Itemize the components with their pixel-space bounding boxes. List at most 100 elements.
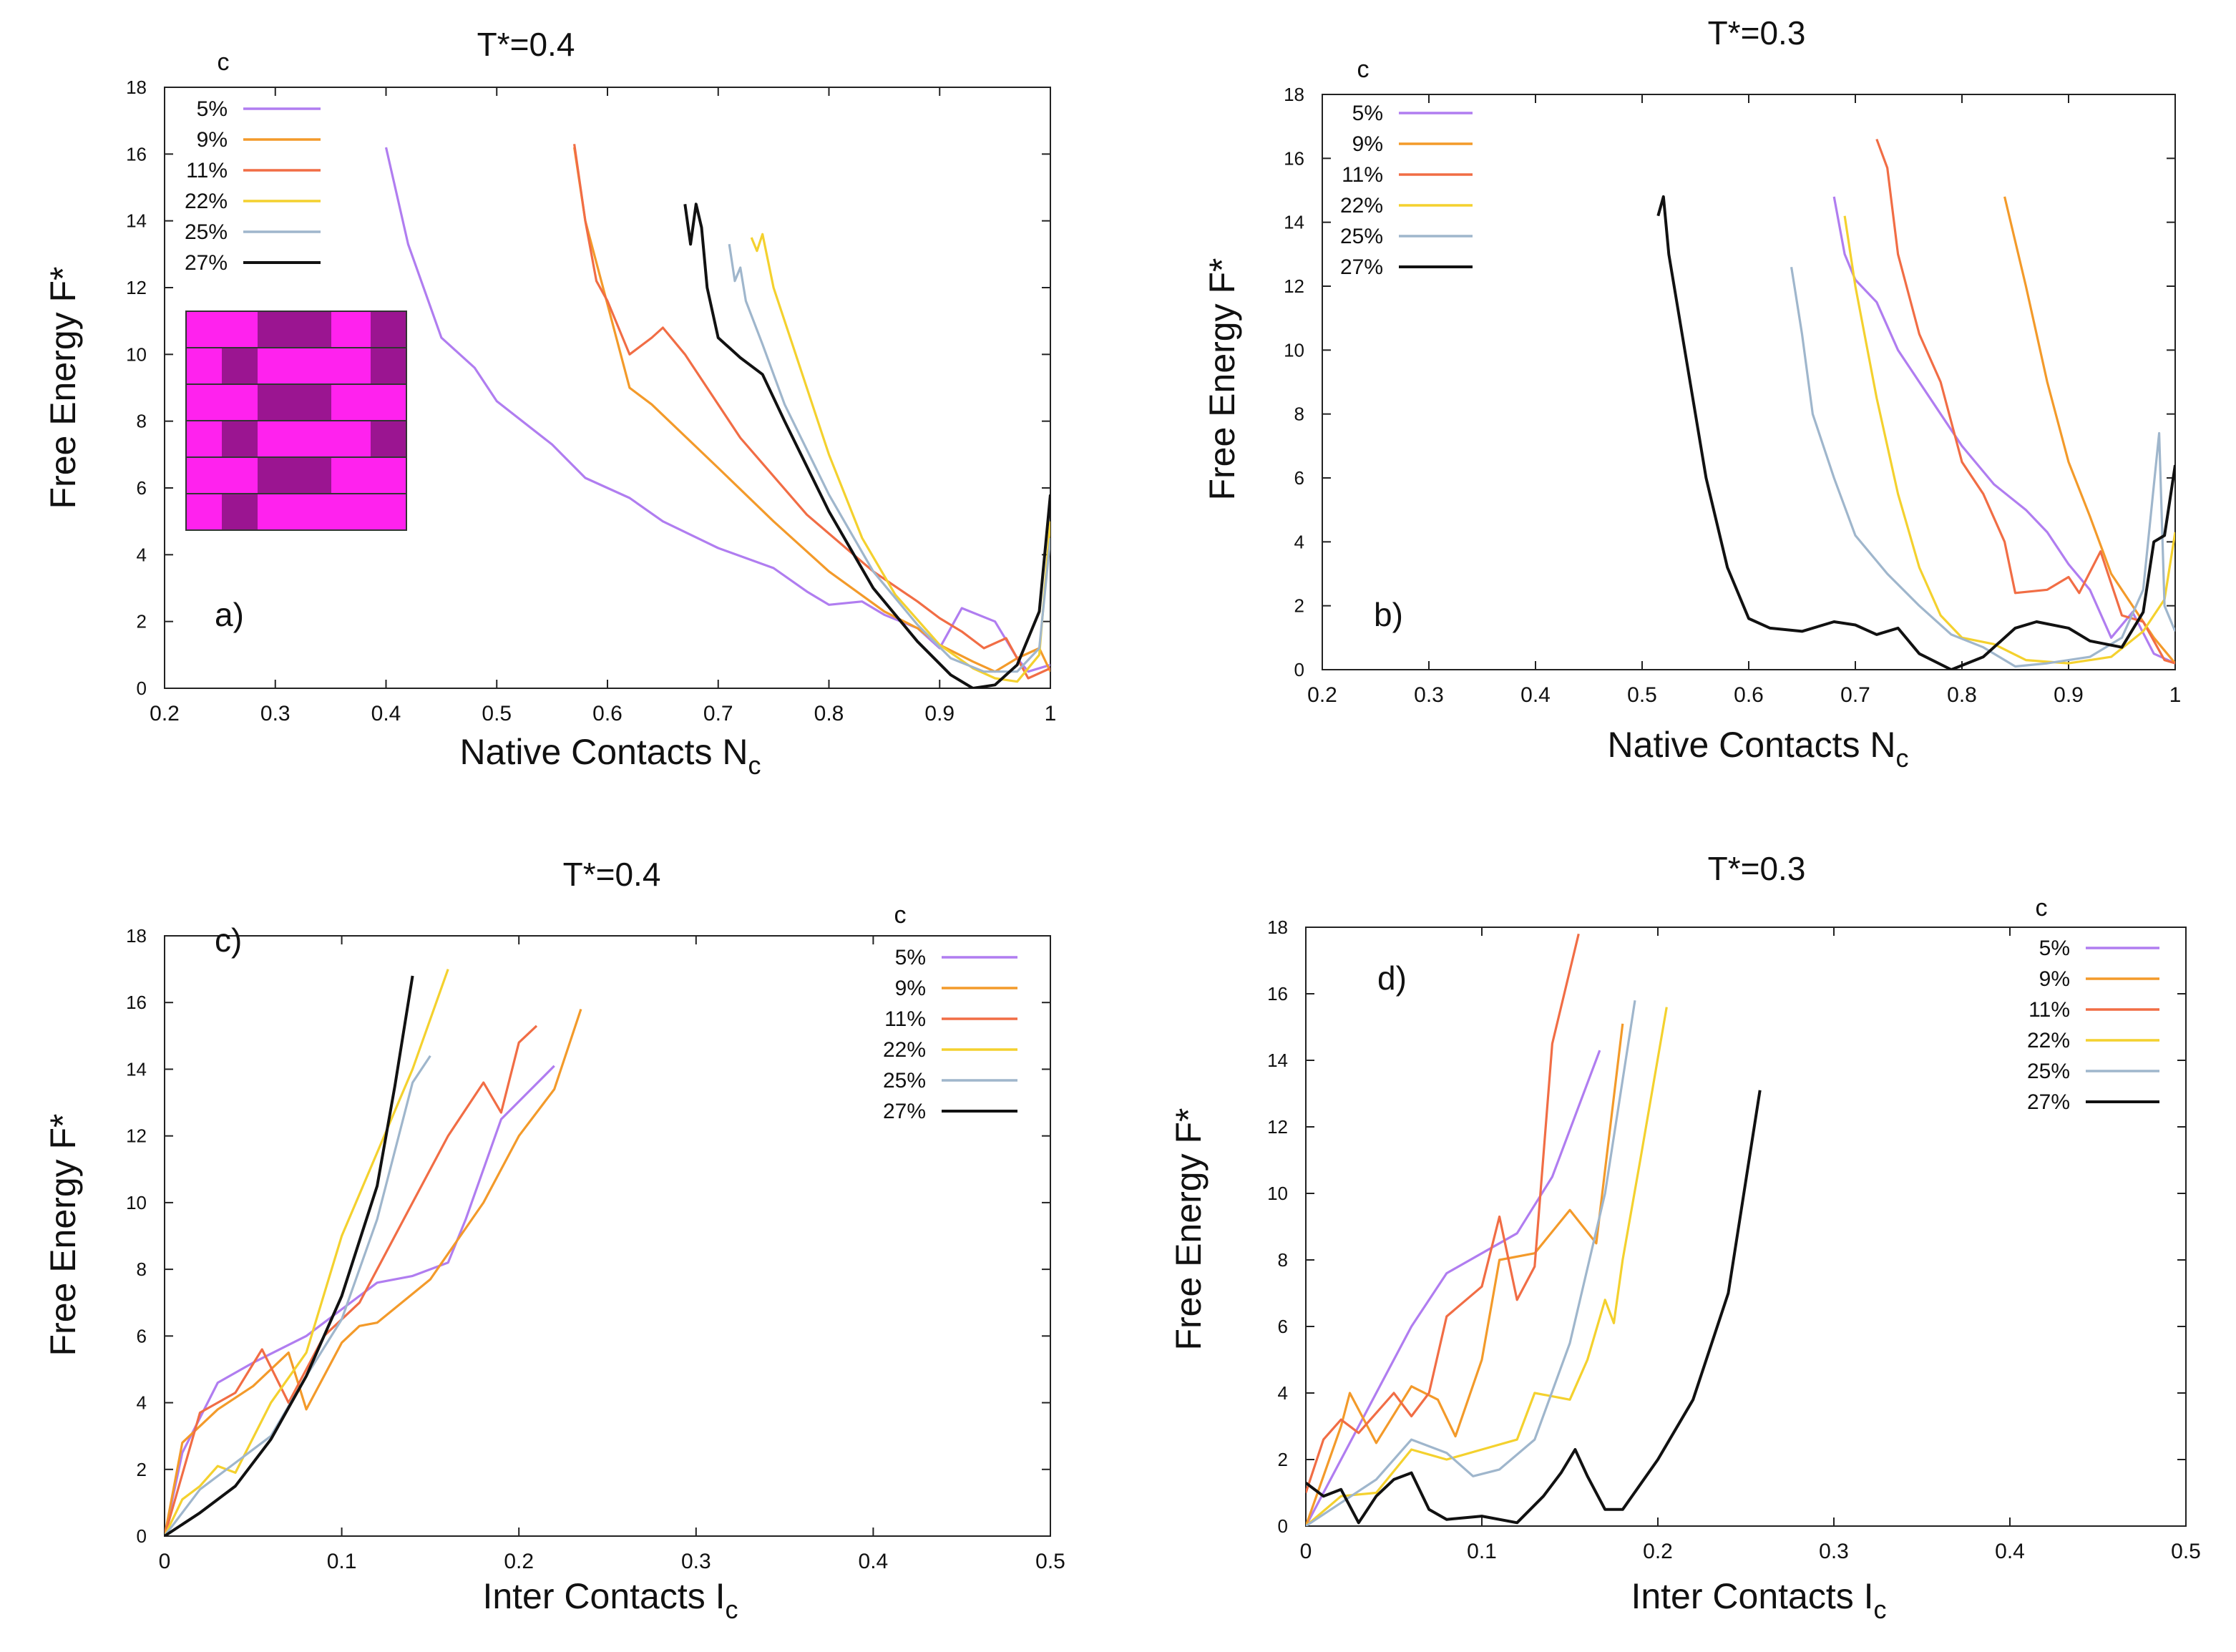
y-tick-label: 10 (126, 1192, 147, 1213)
x-axis-label: Native Contacts Nc (1608, 725, 1909, 773)
series-line-27pct (1306, 1090, 1762, 1525)
legend-label: 11% (884, 1007, 926, 1031)
inset-block (222, 421, 258, 457)
series-line-22pct (165, 969, 449, 1536)
legend-label: 5% (2039, 937, 2070, 960)
inset-block (258, 457, 331, 494)
legend-label: 11% (1342, 163, 1383, 187)
panel-label: a) (215, 596, 244, 633)
y-axis-label: Free Energy F* (1168, 1108, 1209, 1350)
legend-label: 9% (1352, 132, 1383, 156)
y-tick-label: 10 (1267, 1183, 1288, 1204)
legend-label: 5% (197, 97, 228, 121)
y-tick-label: 0 (137, 678, 147, 699)
chart-panel-b: 0.2 0.3 0.4 0.5 0.6 0.7 0.8 0.9 1024681012141618… (1202, 14, 2181, 773)
y-tick-label: 4 (137, 1392, 147, 1414)
y-tick-label: 8 (1294, 404, 1304, 425)
series-line-9pct (573, 147, 1050, 673)
legend-label: 25% (1340, 225, 1383, 248)
inset-block (331, 457, 406, 494)
y-tick-label: 0 (1294, 659, 1304, 680)
y-tick-label: 8 (1278, 1249, 1288, 1271)
legend-label: 27% (185, 251, 228, 275)
y-tick-label: 14 (126, 210, 147, 232)
series-line-11pct (573, 144, 1050, 680)
inset-block (186, 384, 258, 421)
x-tick-label: 0.6 (592, 702, 623, 725)
y-tick-label: 16 (126, 143, 147, 165)
x-tick-label: 0.6 (1734, 683, 1764, 707)
y-tick-label: 18 (126, 925, 147, 947)
y-axis-label: Free Energy F* (43, 266, 83, 509)
legend-label: 22% (2027, 1029, 2070, 1052)
legend-label: 9% (197, 128, 228, 152)
y-tick-label: 4 (1278, 1382, 1288, 1404)
inset-border (185, 311, 407, 531)
series-line-25pct (165, 1055, 431, 1536)
x-tick-label: 0.5 (2171, 1540, 2201, 1563)
y-tick-label: 6 (137, 1325, 147, 1346)
x-tick-label: 0.8 (1947, 683, 1977, 707)
x-axis-label: Native Contacts Nc (460, 732, 761, 780)
legend-title: c (2036, 894, 2048, 922)
y-tick-label: 16 (126, 992, 147, 1013)
x-tick-label: 0.9 (2054, 683, 2084, 707)
y-tick-label: 0 (137, 1525, 147, 1547)
legend-label: 27% (883, 1100, 926, 1123)
x-tick-label: 0 (1300, 1540, 1312, 1563)
series-line-22pct (750, 233, 1050, 683)
x-tick-label: 0.4 (1995, 1540, 2025, 1563)
legend-label: 25% (185, 220, 228, 244)
series-line-5pct (384, 147, 1050, 673)
y-tick-label: 18 (1267, 917, 1288, 938)
legend-label: 11% (186, 159, 228, 182)
legend-label: 22% (1340, 194, 1383, 218)
inset-block (186, 457, 258, 494)
x-tick-label: 1 (1045, 702, 1057, 725)
series-line-5pct (1832, 196, 2175, 665)
legend-label: 25% (2027, 1060, 2070, 1083)
y-tick-label: 4 (137, 544, 147, 565)
inset-block (186, 348, 222, 384)
inset-block (258, 494, 406, 530)
legend: c 5% 9% 11% 22% 25% 27% (883, 901, 1017, 1123)
x-tick-label: 0.3 (681, 1550, 711, 1573)
x-tick-label: 0.4 (371, 702, 401, 725)
inset-block (222, 494, 258, 530)
y-tick-label: 6 (1294, 467, 1304, 489)
x-tick-label: 0.5 (1627, 683, 1657, 707)
legend-label: 9% (895, 977, 926, 1000)
inset-block (186, 494, 222, 530)
legend-label: 22% (883, 1038, 926, 1062)
panel-label: c) (215, 922, 242, 959)
chart-panel-c: 0 0.1 0.2 0.3 0.4 0.5 0 2 4 6 8 10 12 14 16 18 T*=0.4 c) I… (43, 856, 1065, 1624)
x-tick-label: 0.3 (1819, 1540, 1849, 1563)
y-tick-label: 4 (1294, 531, 1304, 552)
plot-frame (164, 935, 1051, 1537)
panel-label: d) (1377, 959, 1407, 997)
legend-label: 11% (2028, 998, 2070, 1022)
series-line-11pct (165, 1025, 538, 1536)
panel-label: b) (1374, 596, 1403, 633)
legend: c 5% 9% 11% 22% 25% 27% (1340, 56, 1473, 279)
chart-title: T*=0.4 (563, 856, 661, 893)
series-line-5pct (1306, 1050, 1601, 1526)
y-tick-label: 2 (1278, 1449, 1288, 1470)
x-tick-label: 0.8 (814, 702, 844, 725)
inset-block (186, 311, 258, 348)
inset-block (331, 311, 371, 348)
series-line-22pct (1843, 215, 2175, 665)
y-tick-label: 6 (137, 477, 147, 499)
x-axis-label: Inter Contacts Ic (482, 1576, 738, 1624)
inset-block (186, 421, 222, 457)
plot-frame (1305, 927, 2187, 1527)
x-tick-label: 0.2 (1643, 1540, 1673, 1563)
y-tick-label: 0 (1278, 1515, 1288, 1537)
x-axis-label: Inter Contacts Ic (1631, 1576, 1886, 1624)
x-tick-label: 0 (159, 1550, 171, 1573)
x-tick-label: 0.4 (859, 1550, 889, 1573)
x-tick-label: 0.2 (504, 1550, 534, 1573)
y-tick-label: 12 (126, 277, 147, 298)
chart-panel-d: 0 0.1 0.2 0.3 0.4 0.5 0 2 4 6 8 10 12 14 16 18 T*=0.3 d) I… (1168, 850, 2201, 1624)
y-tick-label: 8 (137, 411, 147, 432)
